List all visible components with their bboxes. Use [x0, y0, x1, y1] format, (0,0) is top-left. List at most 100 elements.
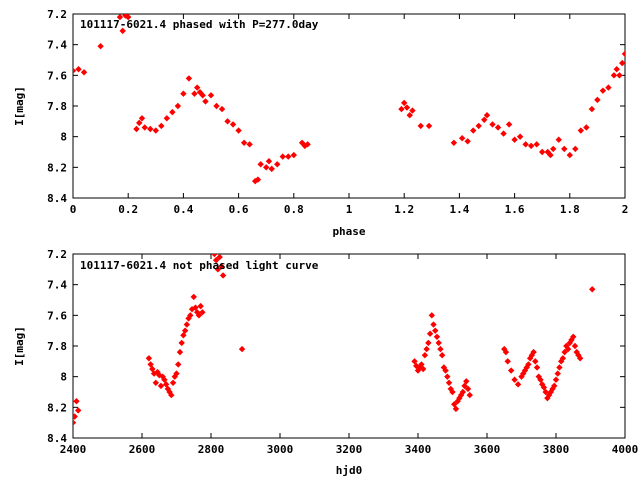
phased-data-point [301, 142, 309, 150]
phased-data-point [522, 141, 529, 148]
unphased-data-point [425, 339, 432, 347]
phased-x-tick-label: 1.6 [505, 203, 525, 216]
unphased-data-point [212, 256, 220, 264]
phased-x-tick-label: 1.4 [449, 203, 469, 216]
phased-points [73, 14, 625, 185]
phased-data-point [218, 105, 226, 113]
phased-data-point [566, 151, 573, 159]
unphased-data-point [183, 321, 191, 328]
phased-data-point [425, 122, 433, 130]
phased-y-tick-label: 7.4 [47, 39, 67, 52]
unphased-data-point [537, 376, 544, 383]
unphased-data-point [504, 358, 511, 365]
unphased-data-point [156, 371, 163, 379]
unphased-y-tick-label: 7.4 [47, 279, 67, 292]
phased-data-point [572, 145, 579, 153]
phased-data-point [409, 107, 416, 114]
unphased-data-point [211, 254, 218, 258]
phased-x-tick-label: 2 [622, 203, 629, 216]
unphased-data-point [438, 352, 446, 359]
unphased-data-point [181, 327, 189, 334]
unphased-data-point [545, 391, 553, 399]
unphased-data-point [556, 364, 563, 371]
phased-data-point [141, 124, 148, 131]
phased-data-point [116, 14, 124, 21]
unphased-data-point [549, 385, 556, 393]
phased-data-point [583, 124, 590, 131]
unphased-data-point [435, 339, 442, 347]
unphased-data-point [442, 367, 449, 374]
phased-data-point [246, 141, 253, 148]
phased-chart-title: 101117-6021.4 phased with P=277.0day [80, 18, 319, 31]
unphased-chart-title: 101117-6021.4 not phased light curve [80, 259, 319, 272]
phased-data-point [621, 50, 625, 58]
phased-data-point [547, 151, 554, 159]
phased-data-point [494, 124, 502, 131]
phased-y-tick-label: 7.2 [47, 8, 67, 21]
unphased-data-point [175, 361, 182, 368]
phased-data-point [263, 164, 270, 171]
phased-x-tick-label: 0.2 [118, 203, 138, 216]
phased-data-point [505, 121, 513, 128]
phased-data-point [555, 136, 562, 143]
unphased-data-point [219, 272, 227, 279]
unphased-data-point [566, 339, 573, 347]
phased-data-point [398, 105, 405, 113]
unphased-data-point [428, 312, 435, 319]
unphased-data-point [190, 293, 197, 301]
unphased-y-tick-label: 8.2 [47, 401, 67, 414]
phased-data-point [619, 59, 625, 67]
unphased-data-point [145, 355, 153, 362]
phased-ticks: 0 0.2 0.4 0.6 0.8 1 1.2 1.4 1.6 1.8 2 7.2 7.4 7.6 7.8 8… [47, 8, 628, 216]
phased-data-point [119, 27, 126, 35]
unphased-data-point [238, 345, 246, 353]
phased-data-point [152, 127, 159, 134]
phased-data-point [268, 165, 275, 173]
phased-data-point [489, 121, 496, 128]
phased-data-point [185, 75, 193, 82]
phased-data-point [401, 99, 408, 107]
unphased-data-point [576, 355, 584, 362]
phased-y-tick-label: 8.4 [47, 192, 67, 205]
unphased-data-point [444, 373, 451, 380]
unphased-data-point [419, 365, 427, 373]
phased-data-point [125, 14, 132, 21]
unphased-data-point [452, 405, 460, 413]
phased-x-tick-label: 1.2 [394, 203, 414, 216]
phased-y-tick-label: 7.8 [47, 100, 67, 113]
phased-data-point [304, 141, 311, 148]
unphased-data-point [437, 345, 444, 353]
phased-data-point [616, 72, 623, 79]
unphased-data-point [168, 391, 175, 399]
phased-data-point [207, 92, 215, 99]
phased-data-point [599, 87, 607, 94]
unphased-data-point [532, 358, 539, 365]
unphased-data-point [218, 263, 225, 270]
phased-data-point [561, 145, 568, 153]
phased-data-point [406, 112, 413, 119]
unphased-data-point [430, 321, 437, 328]
phased-data-point [213, 102, 220, 110]
unphased-data-point [539, 381, 546, 388]
unphased-data-point [542, 388, 549, 396]
phased-data-point [265, 158, 273, 165]
phased-data-point [605, 84, 612, 91]
unphased-data-point [547, 388, 555, 396]
unphased-data-point [507, 367, 515, 374]
phased-data-point [202, 98, 209, 105]
unphased-data-point [173, 370, 180, 377]
unphased-y-tick-label: 7.2 [47, 248, 67, 261]
phased-x-tick-label: 0.8 [284, 203, 304, 216]
unphased-data-point [570, 333, 577, 340]
phased-data-point [75, 66, 82, 73]
unphased-data-point [464, 385, 472, 393]
unphased-x-tick-label: 4000 [612, 443, 639, 456]
unphased-data-point [73, 419, 77, 426]
unphased-data-point [520, 370, 527, 377]
unphased-data-point [195, 312, 203, 319]
unphased-data-point [571, 342, 579, 350]
phased-data-point [544, 148, 551, 156]
phased-data-point [577, 127, 585, 134]
unphased-data-point [73, 398, 80, 405]
